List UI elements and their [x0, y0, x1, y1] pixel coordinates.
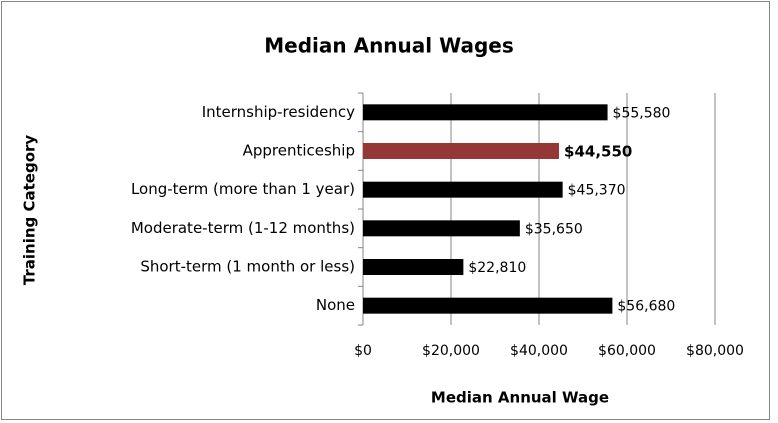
value-label: $22,810 — [468, 260, 526, 276]
value-label: $56,680 — [617, 299, 675, 315]
y-tick-label: Internship-residency — [202, 103, 355, 121]
chart-frame — [1, 1, 770, 420]
y-tick-label: Long-term (more than 1 year) — [131, 180, 355, 198]
x-tick-label: $80,000 — [686, 343, 744, 359]
y-axis-title: Training Category — [21, 135, 39, 286]
x-axis-title: Median Annual Wage — [431, 389, 609, 407]
x-tick-label: $40,000 — [510, 343, 568, 359]
value-label: $55,580 — [613, 105, 671, 121]
chart-title: Median Annual Wages — [264, 34, 513, 58]
bar — [363, 104, 608, 121]
x-tick-label: $60,000 — [598, 343, 656, 359]
value-label: $45,370 — [568, 183, 626, 199]
x-tick-label: $0 — [354, 343, 372, 359]
bar — [363, 181, 563, 198]
x-tick-label: $20,000 — [422, 343, 480, 359]
value-label: $44,550 — [564, 143, 632, 161]
y-tick-label: Moderate-term (1-12 months) — [131, 219, 355, 237]
y-tick-label: Apprenticeship — [243, 142, 355, 160]
bar — [363, 259, 464, 275]
bar — [363, 220, 520, 237]
y-tick-label: Short-term (1 month or less) — [140, 258, 355, 276]
value-label: $35,650 — [525, 221, 583, 237]
bar — [363, 143, 560, 159]
bar — [363, 297, 613, 314]
y-tick-label: None — [316, 296, 355, 314]
